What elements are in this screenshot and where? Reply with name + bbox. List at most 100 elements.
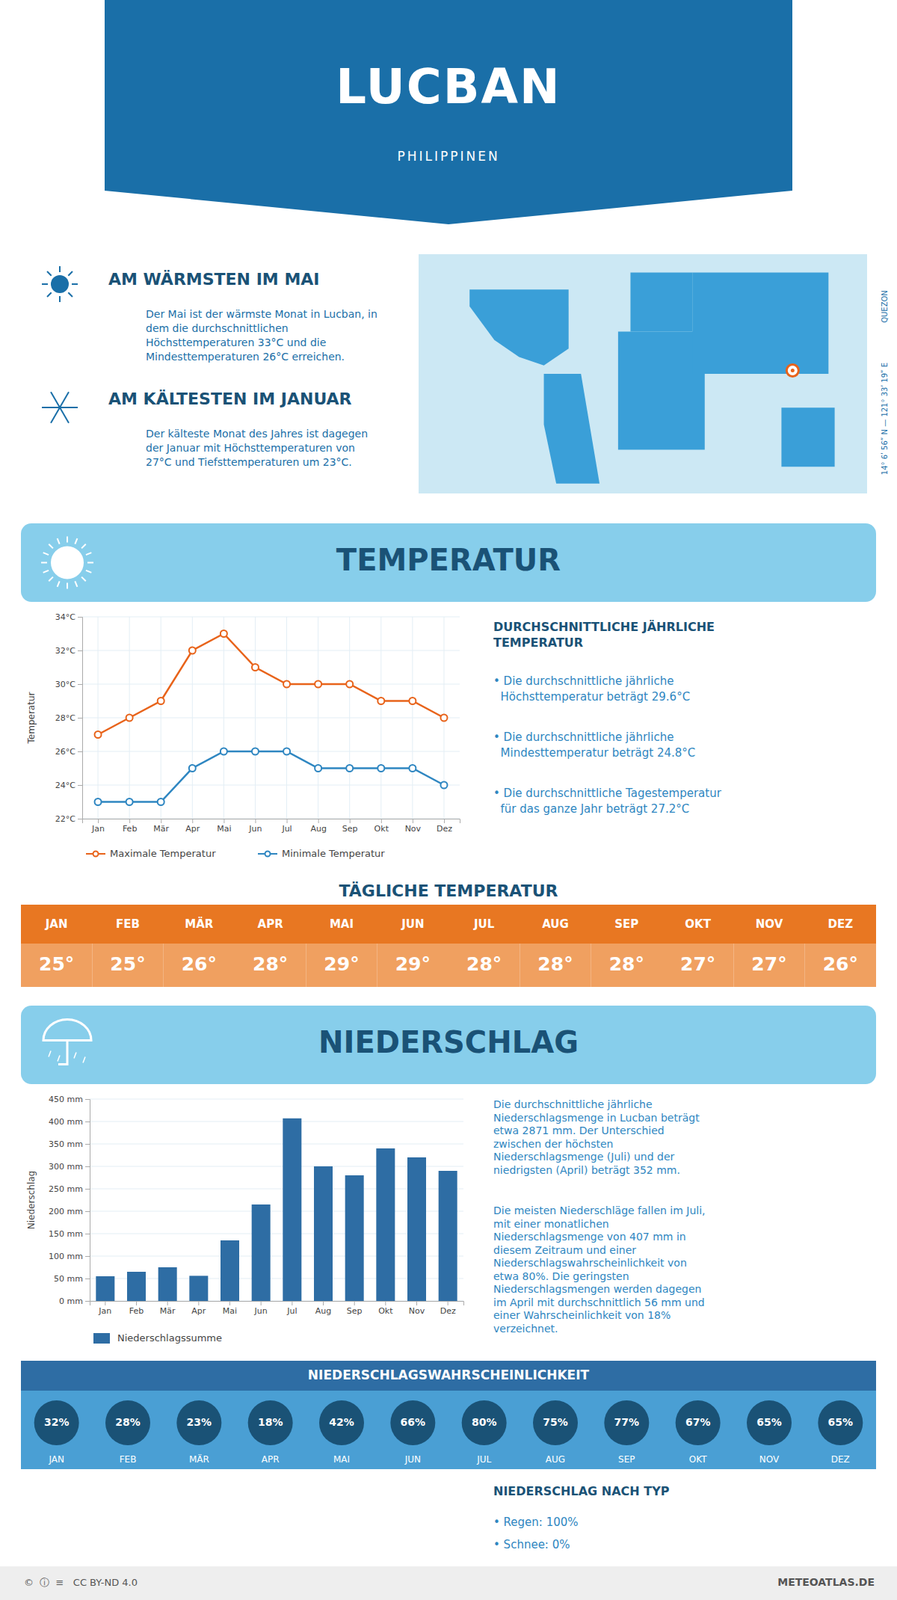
category-label-line: FEB — [119, 1453, 137, 1465]
precipitation-text-line: niedrigsten (April) beträgt 352 mm. — [493, 1163, 681, 1176]
category-label-line: APR — [261, 1453, 280, 1465]
coldest-title: AM KÄLTESTEN IM JANUAR — [108, 389, 353, 409]
tick: 100 mm — [48, 1251, 90, 1262]
point — [440, 781, 448, 789]
tick-mark — [254, 818, 256, 823]
icon-part — [43, 552, 49, 555]
tick-label: Okt — [378, 1305, 394, 1316]
tick-mark — [260, 1300, 262, 1306]
tick: Sep — [342, 818, 359, 834]
category-label: JUL — [476, 1453, 492, 1465]
point — [346, 680, 353, 688]
icon-part — [41, 562, 48, 564]
data-label: 32% — [44, 1415, 70, 1428]
icon-part — [87, 562, 94, 564]
region: QUEZON — [880, 290, 889, 323]
tick: 300 mm — [48, 1161, 90, 1172]
data-label-line: 80% — [471, 1415, 498, 1428]
point — [346, 764, 353, 772]
tick-label: Apr — [191, 1305, 207, 1316]
table-cell — [448, 943, 520, 987]
tick-label: 0 mm — [59, 1296, 83, 1306]
precipitation-text-line: zwischen der höchsten — [493, 1137, 613, 1150]
stats-title: DURCHSCHNITTLICHE JÄHRLICHETEMPERATUR — [493, 619, 715, 650]
icon-part — [71, 283, 78, 285]
grid-line — [160, 616, 162, 819]
icon-part — [48, 544, 54, 549]
stats-text-line: für das ganze Jahr beträgt 27.2°C — [493, 802, 690, 816]
tick: Aug — [315, 1300, 332, 1316]
category-label: DEZ — [831, 1453, 850, 1465]
table-chart: TÄGLICHE TEMPERATURJANFEBMÄRAPRMAIJUNJUL… — [20, 881, 877, 987]
icon-part — [59, 407, 69, 424]
category-label-line: OKT — [684, 917, 711, 931]
category-label-line: JUL — [476, 1453, 492, 1465]
table-title-line: TÄGLICHE TEMPERATUR — [339, 881, 559, 900]
icon-part — [43, 1019, 92, 1041]
point — [314, 680, 322, 688]
grid-line — [82, 616, 460, 618]
category-label: DEZ — [828, 917, 854, 931]
table-cell — [234, 943, 306, 987]
probability-circle — [746, 1400, 792, 1445]
tick: Jul — [281, 818, 292, 834]
subtitle: PHILIPPINEN — [396, 148, 500, 164]
icon-part — [85, 552, 92, 555]
data-label-line: 75% — [542, 1415, 569, 1428]
data-label-line: 25° — [38, 953, 75, 975]
tick-label: Jul — [281, 823, 292, 834]
section-banner: TEMPERATUR — [20, 523, 877, 602]
data-label: 18% — [257, 1415, 284, 1428]
footer-brand-line: METEOATLAS.DE — [777, 1575, 875, 1588]
tick: Aug — [310, 818, 326, 834]
data-label: 75% — [542, 1415, 569, 1428]
icon-part — [85, 570, 92, 573]
table-cell — [163, 943, 235, 987]
legend-swatch — [93, 1332, 110, 1344]
tick-mark — [129, 818, 131, 823]
category-label: JAN — [44, 917, 69, 931]
map-land — [781, 407, 835, 467]
data-label: 27° — [751, 953, 787, 975]
table-cell — [20, 943, 92, 987]
tick-label: Mär — [159, 1305, 176, 1316]
precipitation-type-line: • Regen: 100% — [493, 1515, 579, 1529]
tick-mark — [97, 818, 99, 823]
axis-line — [85, 1099, 91, 1302]
category-label-line: FEB — [115, 917, 140, 931]
icon-part — [47, 292, 52, 297]
data-label: 29° — [395, 953, 431, 975]
tick-mark — [85, 1188, 90, 1190]
y-axis-title-line: Niederschlag — [26, 1170, 37, 1229]
tick-mark — [85, 1255, 90, 1257]
point — [189, 647, 196, 655]
tick: 200 mm — [48, 1206, 90, 1217]
data-label: 80% — [471, 1415, 498, 1428]
category-label-line: OKT — [689, 1453, 708, 1465]
map-land — [544, 373, 601, 484]
icon-part — [68, 271, 73, 276]
point — [126, 714, 134, 722]
table-cell — [91, 943, 163, 987]
legend-label: Niederschlagssumme — [117, 1332, 223, 1344]
tick-mark — [136, 1300, 137, 1306]
data-label-line: 65% — [756, 1415, 782, 1428]
stats-text: • Die durchschnittliche jährliche Mindes… — [493, 730, 696, 760]
icon-part — [74, 1052, 77, 1059]
tick-label: Dez — [440, 1305, 456, 1316]
tick-mark — [77, 818, 83, 820]
plot-area — [94, 630, 448, 806]
tick-label: 150 mm — [48, 1228, 83, 1239]
precipitation-type-title: NIEDERSCHLAG NACH TYP — [493, 1483, 670, 1498]
icon-part — [48, 577, 54, 582]
precipitation-text-line: im April mit durchschnittlich 56 mm und — [493, 1296, 705, 1309]
data-label: 28% — [115, 1415, 141, 1428]
y-axis-title: Temperatur — [26, 691, 37, 744]
footer-license: © ⓘ ≡ CC BY-ND 4.0 — [23, 1576, 138, 1588]
tick-mark — [85, 1210, 90, 1212]
tick: Feb — [122, 818, 137, 834]
tick-mark — [192, 818, 193, 823]
tick-label: Nov — [408, 1305, 426, 1316]
data-label: 28° — [252, 953, 288, 975]
precipitation-type: • Schnee: 0% — [493, 1537, 570, 1552]
